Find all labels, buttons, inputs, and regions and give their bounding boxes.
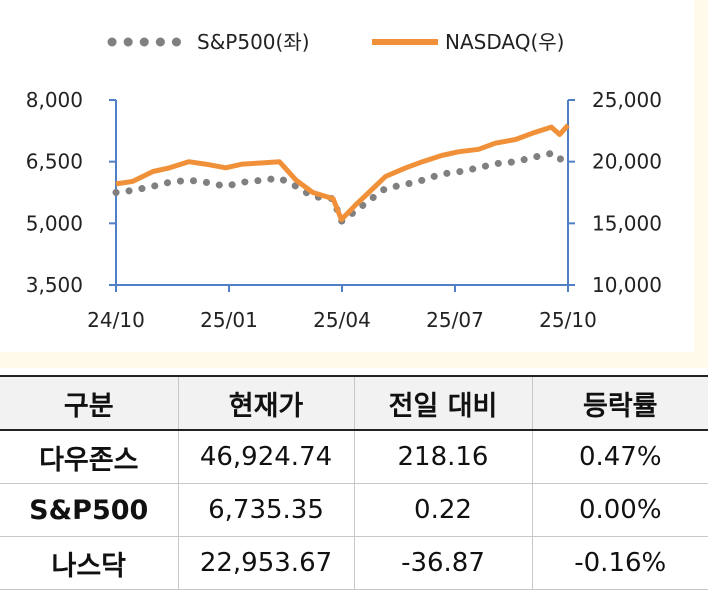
left-tick-label: 8,000 bbox=[26, 88, 83, 112]
row-change: 0.22 bbox=[354, 484, 532, 537]
series-layer bbox=[116, 125, 568, 221]
x-tick-label: 24/10 bbox=[87, 308, 145, 332]
chart-area: S&P500(좌) NASDAQ(우) 8,000 6,500 5,000 3,500… bbox=[0, 0, 708, 368]
row-price: 6,735.35 bbox=[178, 484, 354, 537]
row-rate: -0.16% bbox=[532, 537, 708, 590]
right-tick-group: 25,000 20,000 15,000 10,000 bbox=[568, 88, 662, 297]
table-header-row: 구분 현재가 전일 대비 등락률 bbox=[0, 376, 708, 430]
market-table-grid: 구분 현재가 전일 대비 등락률 다우존스 46,924.74 218.16 0… bbox=[0, 375, 708, 590]
x-tick-group: 24/10 25/01 25/04 25/07 25/10 bbox=[87, 285, 597, 332]
x-tick-label: 25/01 bbox=[200, 308, 258, 332]
row-name: 나스닥 bbox=[0, 537, 178, 590]
table-row: S&P500 6,735.35 0.22 0.00% bbox=[0, 484, 708, 537]
left-tick-group: 8,000 6,500 5,000 3,500 bbox=[26, 88, 116, 297]
legend-item-sp500: S&P500(좌) bbox=[112, 30, 310, 54]
right-tick-label: 15,000 bbox=[592, 211, 662, 235]
x-tick-label: 25/10 bbox=[539, 308, 597, 332]
market-table: 구분 현재가 전일 대비 등락률 다우존스 46,924.74 218.16 0… bbox=[0, 375, 708, 586]
legend-label-nasdaq: NASDAQ(우) bbox=[445, 30, 564, 54]
header-category: 구분 bbox=[0, 376, 178, 430]
series-line-nasdaq bbox=[116, 125, 568, 219]
legend-item-nasdaq: NASDAQ(우) bbox=[372, 30, 564, 54]
x-tick-label: 25/07 bbox=[426, 308, 484, 332]
row-name: S&P500 bbox=[0, 484, 178, 537]
row-price: 46,924.74 bbox=[178, 430, 354, 484]
left-tick-label: 3,500 bbox=[26, 273, 83, 297]
chart-card: S&P500(좌) NASDAQ(우) 8,000 6,500 5,000 3,500… bbox=[0, 0, 694, 352]
left-tick-label: 6,500 bbox=[26, 150, 83, 174]
row-rate: 0.00% bbox=[532, 484, 708, 537]
right-tick-label: 20,000 bbox=[592, 150, 662, 174]
header-change: 전일 대비 bbox=[354, 376, 532, 430]
right-tick-label: 25,000 bbox=[592, 88, 662, 112]
right-tick-label: 10,000 bbox=[592, 273, 662, 297]
header-change-rate: 등락률 bbox=[532, 376, 708, 430]
row-rate: 0.47% bbox=[532, 430, 708, 484]
legend-label-sp500: S&P500(좌) bbox=[197, 30, 310, 54]
legend: S&P500(좌) NASDAQ(우) bbox=[112, 30, 564, 54]
table-row: 나스닥 22,953.67 -36.87 -0.16% bbox=[0, 537, 708, 590]
table-row: 다우존스 46,924.74 218.16 0.47% bbox=[0, 430, 708, 484]
row-change: 218.16 bbox=[354, 430, 532, 484]
x-tick-label: 25/04 bbox=[313, 308, 371, 332]
row-change: -36.87 bbox=[354, 537, 532, 590]
left-tick-label: 5,000 bbox=[26, 211, 83, 235]
header-current-price: 현재가 bbox=[178, 376, 354, 430]
row-name: 다우존스 bbox=[0, 430, 178, 484]
chart-svg: S&P500(좌) NASDAQ(우) 8,000 6,500 5,000 3,500… bbox=[0, 0, 694, 352]
row-price: 22,953.67 bbox=[178, 537, 354, 590]
